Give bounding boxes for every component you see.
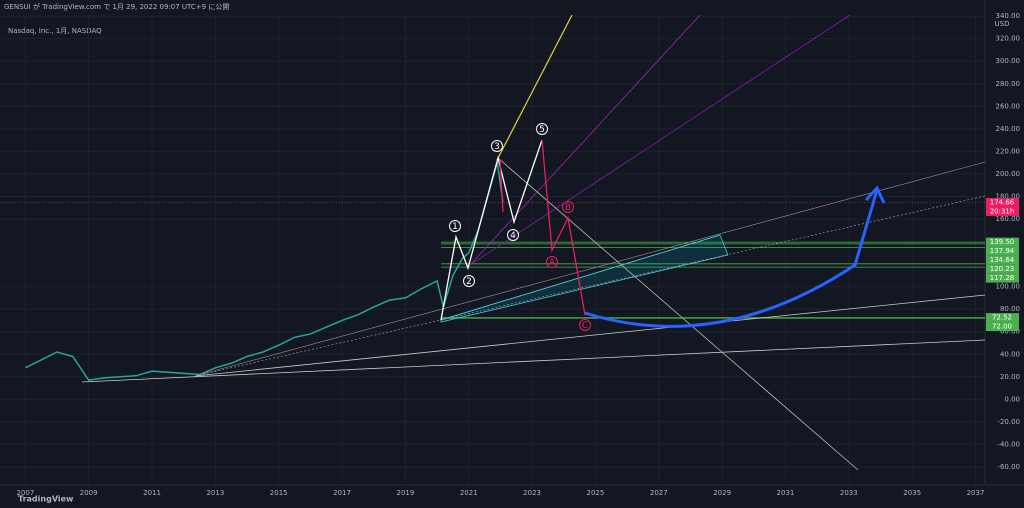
x-tick-label: 2033 — [840, 489, 858, 497]
wave-circle — [546, 256, 558, 268]
wave-circle — [562, 201, 574, 213]
fan-line — [469, 14, 851, 266]
y-tick-label: 40.00 — [1000, 350, 1020, 358]
x-tick-label: 2035 — [903, 489, 921, 497]
price-tag — [986, 313, 1019, 323]
channel-line — [440, 234, 721, 321]
price-tag — [986, 255, 1019, 265]
y-tick-label: 20.00 — [1000, 373, 1020, 381]
x-tick-label: 2015 — [270, 489, 288, 497]
price-tag — [986, 197, 1019, 207]
y-tick-label: -60.00 — [997, 463, 1020, 471]
currency: USD — [995, 20, 1010, 28]
x-tick-label: 2031 — [777, 489, 795, 497]
wave-label: C — [582, 321, 588, 331]
wave-label: B — [565, 203, 571, 213]
price-tag — [986, 237, 1019, 247]
x-tick-label: 2017 — [333, 489, 351, 497]
price-tag-label: 117.28 — [990, 274, 1015, 282]
price-tag-label: 72.00 — [992, 323, 1012, 331]
trend-line — [194, 294, 986, 377]
y-tick-label: -20.00 — [997, 418, 1020, 426]
trend-line — [194, 195, 986, 377]
x-tick-label: 2027 — [650, 489, 668, 497]
price-tag — [986, 246, 1019, 256]
wave-line — [541, 139, 586, 316]
y-tick-label: 100.00 — [996, 283, 1021, 291]
x-tick-label: 2037 — [967, 489, 985, 497]
countdown: 20:31h — [990, 207, 1015, 215]
y-tick-label: 240.00 — [996, 125, 1021, 133]
price-line — [25, 162, 504, 381]
trend-line — [497, 157, 859, 471]
drawings — [81, 14, 986, 471]
y-tick-label: 260.00 — [996, 102, 1021, 110]
projection-arrow — [864, 185, 886, 204]
wave-circle — [449, 220, 461, 232]
x-tick-label: 2007 — [16, 489, 34, 497]
fan-line — [496, 14, 573, 161]
wave-label: 4 — [510, 231, 516, 241]
y-tick-label: 80.00 — [1000, 305, 1020, 313]
x-tick-label: 2009 — [80, 489, 98, 497]
trend-line — [194, 161, 986, 377]
price-tag — [986, 264, 1019, 274]
x-tick-label: 2023 — [523, 489, 541, 497]
x-tick-label: 2013 — [206, 489, 224, 497]
price-tag-label: 120.23 — [990, 265, 1015, 273]
publish-info: GENSUI が TradingView.com で 1月 29, 2022 0… — [4, 2, 229, 11]
price-tag-label: 174.66 — [990, 198, 1015, 206]
wave-label: 1 — [452, 222, 458, 232]
y-tick-label: 280.00 — [996, 80, 1021, 88]
wave-label: 2 — [466, 277, 472, 287]
wave-circle — [463, 275, 475, 287]
x-tick-label: 2011 — [143, 489, 161, 497]
x-tick-label: 2029 — [713, 489, 731, 497]
fan-line — [469, 14, 701, 266]
price-tag — [986, 273, 1019, 283]
wave-circle — [491, 140, 503, 152]
price-tag-label: 137.94 — [990, 247, 1015, 255]
wave-line — [440, 139, 543, 321]
y-tick-label: 0.00 — [1004, 395, 1020, 403]
y-tick-label: 180.00 — [996, 192, 1021, 200]
price-tag-label: 139.50 — [990, 238, 1015, 246]
price-tag — [986, 322, 1019, 332]
wave-label: A — [549, 258, 556, 268]
countdown-bg — [986, 206, 1019, 216]
x-tick-label: 2021 — [460, 489, 478, 497]
y-tick-label: 340.00 — [996, 12, 1021, 20]
x-tick-label: 2025 — [587, 489, 605, 497]
y-tick-label: 320.00 — [996, 35, 1021, 43]
wave-circle — [507, 229, 519, 241]
projection-curve — [584, 189, 879, 328]
wave-label: 3 — [494, 142, 500, 152]
y-tick-label: 160.00 — [996, 215, 1021, 223]
trend-line — [81, 339, 986, 383]
price-tag-label: 134.64 — [990, 256, 1015, 264]
x-tick-label: 2019 — [396, 489, 414, 497]
wave-circle — [579, 319, 591, 331]
wave-circle — [536, 123, 548, 135]
y-tick-label: 60.00 — [1000, 328, 1020, 336]
price-tag-label: 72.52 — [992, 314, 1012, 322]
brand: TradingView — [18, 495, 74, 504]
y-tick-label: 220.00 — [996, 147, 1021, 155]
y-tick-label: 300.00 — [996, 57, 1021, 65]
y-tick-label: 200.00 — [996, 170, 1021, 178]
wave-label: 5 — [539, 125, 545, 135]
symbol-info: Nasdaq, Inc., 1月, NASDAQ — [8, 27, 102, 35]
y-tick-label: -40.00 — [997, 440, 1020, 448]
wave-line — [499, 159, 504, 213]
